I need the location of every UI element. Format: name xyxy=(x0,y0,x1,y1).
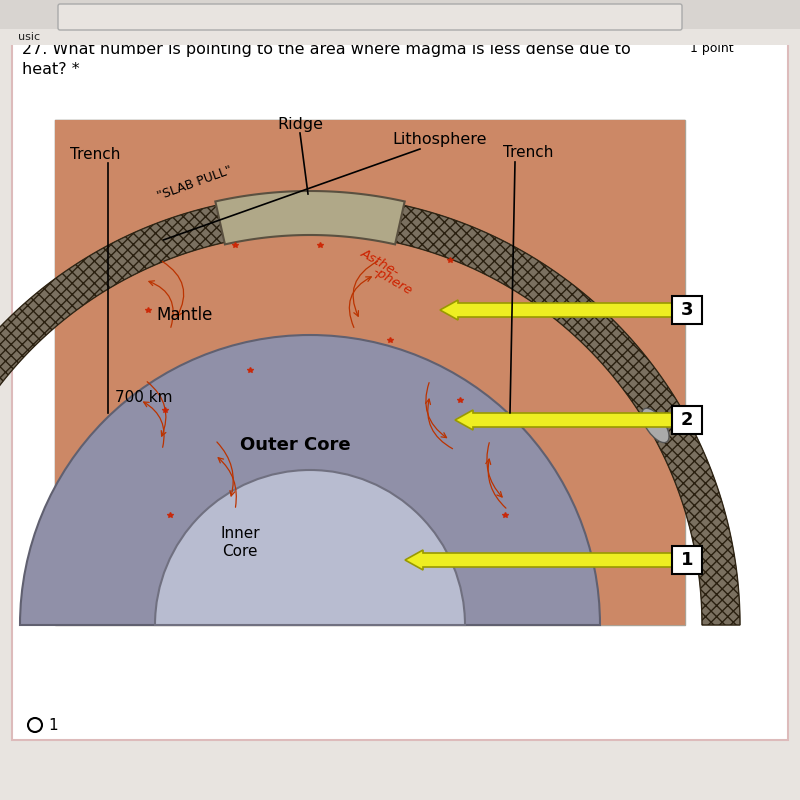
Text: Asthe-: Asthe- xyxy=(358,246,402,279)
Text: "SLAB PULL": "SLAB PULL" xyxy=(156,163,234,202)
FancyArrow shape xyxy=(440,300,675,320)
Text: 2: 2 xyxy=(681,411,694,429)
Ellipse shape xyxy=(642,408,669,442)
Text: Core: Core xyxy=(222,544,258,559)
Wedge shape xyxy=(20,335,600,625)
Text: -phere: -phere xyxy=(370,265,414,298)
Text: Ridge: Ridge xyxy=(277,117,323,132)
FancyBboxPatch shape xyxy=(672,546,702,574)
FancyBboxPatch shape xyxy=(672,406,702,434)
Bar xyxy=(0,29,800,45)
Text: 3: 3 xyxy=(681,301,694,319)
Bar xyxy=(0,0,800,30)
Text: 1 point: 1 point xyxy=(690,42,734,55)
Wedge shape xyxy=(155,470,465,625)
Text: 1: 1 xyxy=(48,718,58,733)
Text: 27. What number is pointing to the area where magma is less dense due to: 27. What number is pointing to the area … xyxy=(22,42,630,57)
FancyBboxPatch shape xyxy=(672,296,702,324)
FancyBboxPatch shape xyxy=(12,30,788,740)
FancyArrow shape xyxy=(455,410,675,430)
Polygon shape xyxy=(215,191,405,244)
FancyArrow shape xyxy=(405,550,675,570)
Text: Lithosphere: Lithosphere xyxy=(393,132,487,147)
Bar xyxy=(55,120,685,625)
Text: usic: usic xyxy=(18,32,40,42)
Text: Trench: Trench xyxy=(503,145,553,160)
Text: Inner: Inner xyxy=(220,526,260,541)
FancyBboxPatch shape xyxy=(58,4,682,30)
Bar xyxy=(55,120,685,625)
Bar xyxy=(55,120,685,625)
Text: 700 km: 700 km xyxy=(115,390,173,405)
Text: Outer Core: Outer Core xyxy=(240,436,350,454)
Text: heat? *: heat? * xyxy=(22,62,80,77)
Polygon shape xyxy=(0,195,740,625)
Text: Trench: Trench xyxy=(70,147,120,162)
Text: Mantle: Mantle xyxy=(157,306,213,324)
Text: eZKa-7iU2u3u4T-bLchkiyJs_UnD_BUhMcxfj3ZsijH-vgK...: eZKa-7iU2u3u4T-bLchkiyJs_UnD_BUhMcxfj3Zs… xyxy=(158,10,442,21)
Text: 1: 1 xyxy=(681,551,694,569)
